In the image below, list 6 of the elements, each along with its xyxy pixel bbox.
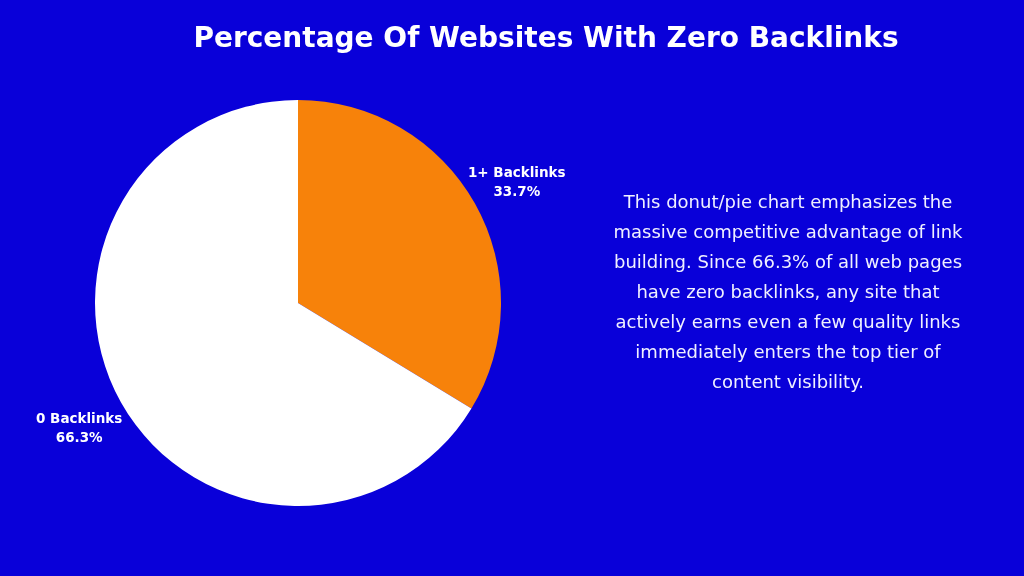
data-label: 66.3% (55, 428, 104, 445)
slice-label: 1+ Backlinks (467, 164, 566, 181)
slice-label: 0 Backlinks (36, 409, 123, 426)
chart-title: Percentage Of Websites With Zero Backlinks (192, 20, 900, 56)
text: This donut/pie chart emphasizes the massive competitive advantage of link building. Since 66.3% of all web pages have zero backlinks, any site that actively earns even a few quality links immediately enters the top tier of content visibility. (612, 190, 964, 394)
data-label: 33.7% (493, 183, 541, 200)
